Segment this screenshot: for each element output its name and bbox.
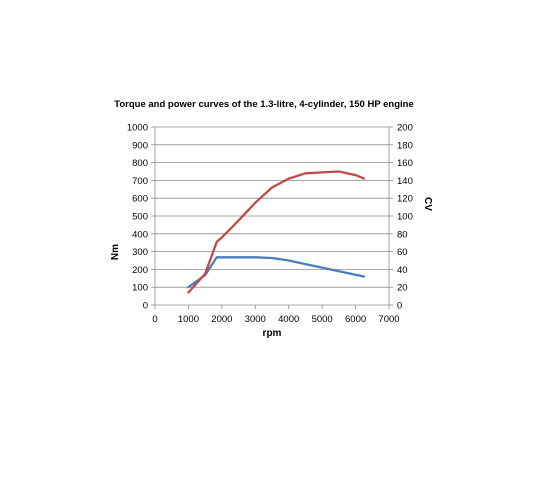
y2-tick-label: 140 <box>397 176 413 187</box>
y-tick-label: 300 <box>132 247 148 258</box>
y-axis-label: Nm <box>110 244 121 260</box>
x-tick-label: 6000 <box>345 314 366 325</box>
y-tick-label: 1000 <box>127 123 148 134</box>
x-tick-label: 2000 <box>211 314 232 325</box>
x-tick-label: 5000 <box>312 314 333 325</box>
gridlines <box>155 126 389 288</box>
y2-tick-label: 80 <box>397 229 408 240</box>
y-tick-label: 700 <box>132 176 148 187</box>
power-series-line <box>187 170 366 294</box>
y2-tick-label: 0 <box>397 301 402 312</box>
y-tick-label: 100 <box>132 283 148 294</box>
y-tick-label: 0 <box>143 301 148 312</box>
x-tick-label: 3000 <box>245 314 266 325</box>
y-tick-label: 200 <box>132 265 148 276</box>
series-lines <box>187 170 366 294</box>
x-tick-label: 4000 <box>278 314 299 325</box>
y2-axis-label: CV <box>422 197 433 211</box>
y-tick-label: 400 <box>132 229 148 240</box>
y2-tick-label: 100 <box>397 212 413 223</box>
y2-tick-label: 40 <box>397 265 408 276</box>
y2-tick-label: 200 <box>397 123 413 134</box>
x-tick-label: 0 <box>152 314 157 325</box>
torque-series-line <box>187 256 366 289</box>
y-tick-label: 800 <box>132 158 148 169</box>
y-tick-label: 500 <box>132 212 148 223</box>
x-axis-label: rpm <box>263 328 282 339</box>
y-tick-label: 900 <box>132 140 148 151</box>
axes <box>151 126 393 309</box>
y2-tick-label: 180 <box>397 140 413 151</box>
y-tick-label: 600 <box>132 194 148 205</box>
x-tick-label: 7000 <box>378 314 399 325</box>
x-tick-label: 1000 <box>178 314 199 325</box>
y2-tick-label: 120 <box>397 194 413 205</box>
y2-tick-label: 160 <box>397 158 413 169</box>
chart-title: Torque and power curves of the 1.3-litre… <box>114 99 414 110</box>
y2-tick-label: 60 <box>397 247 408 258</box>
y2-tick-label: 20 <box>397 283 408 294</box>
